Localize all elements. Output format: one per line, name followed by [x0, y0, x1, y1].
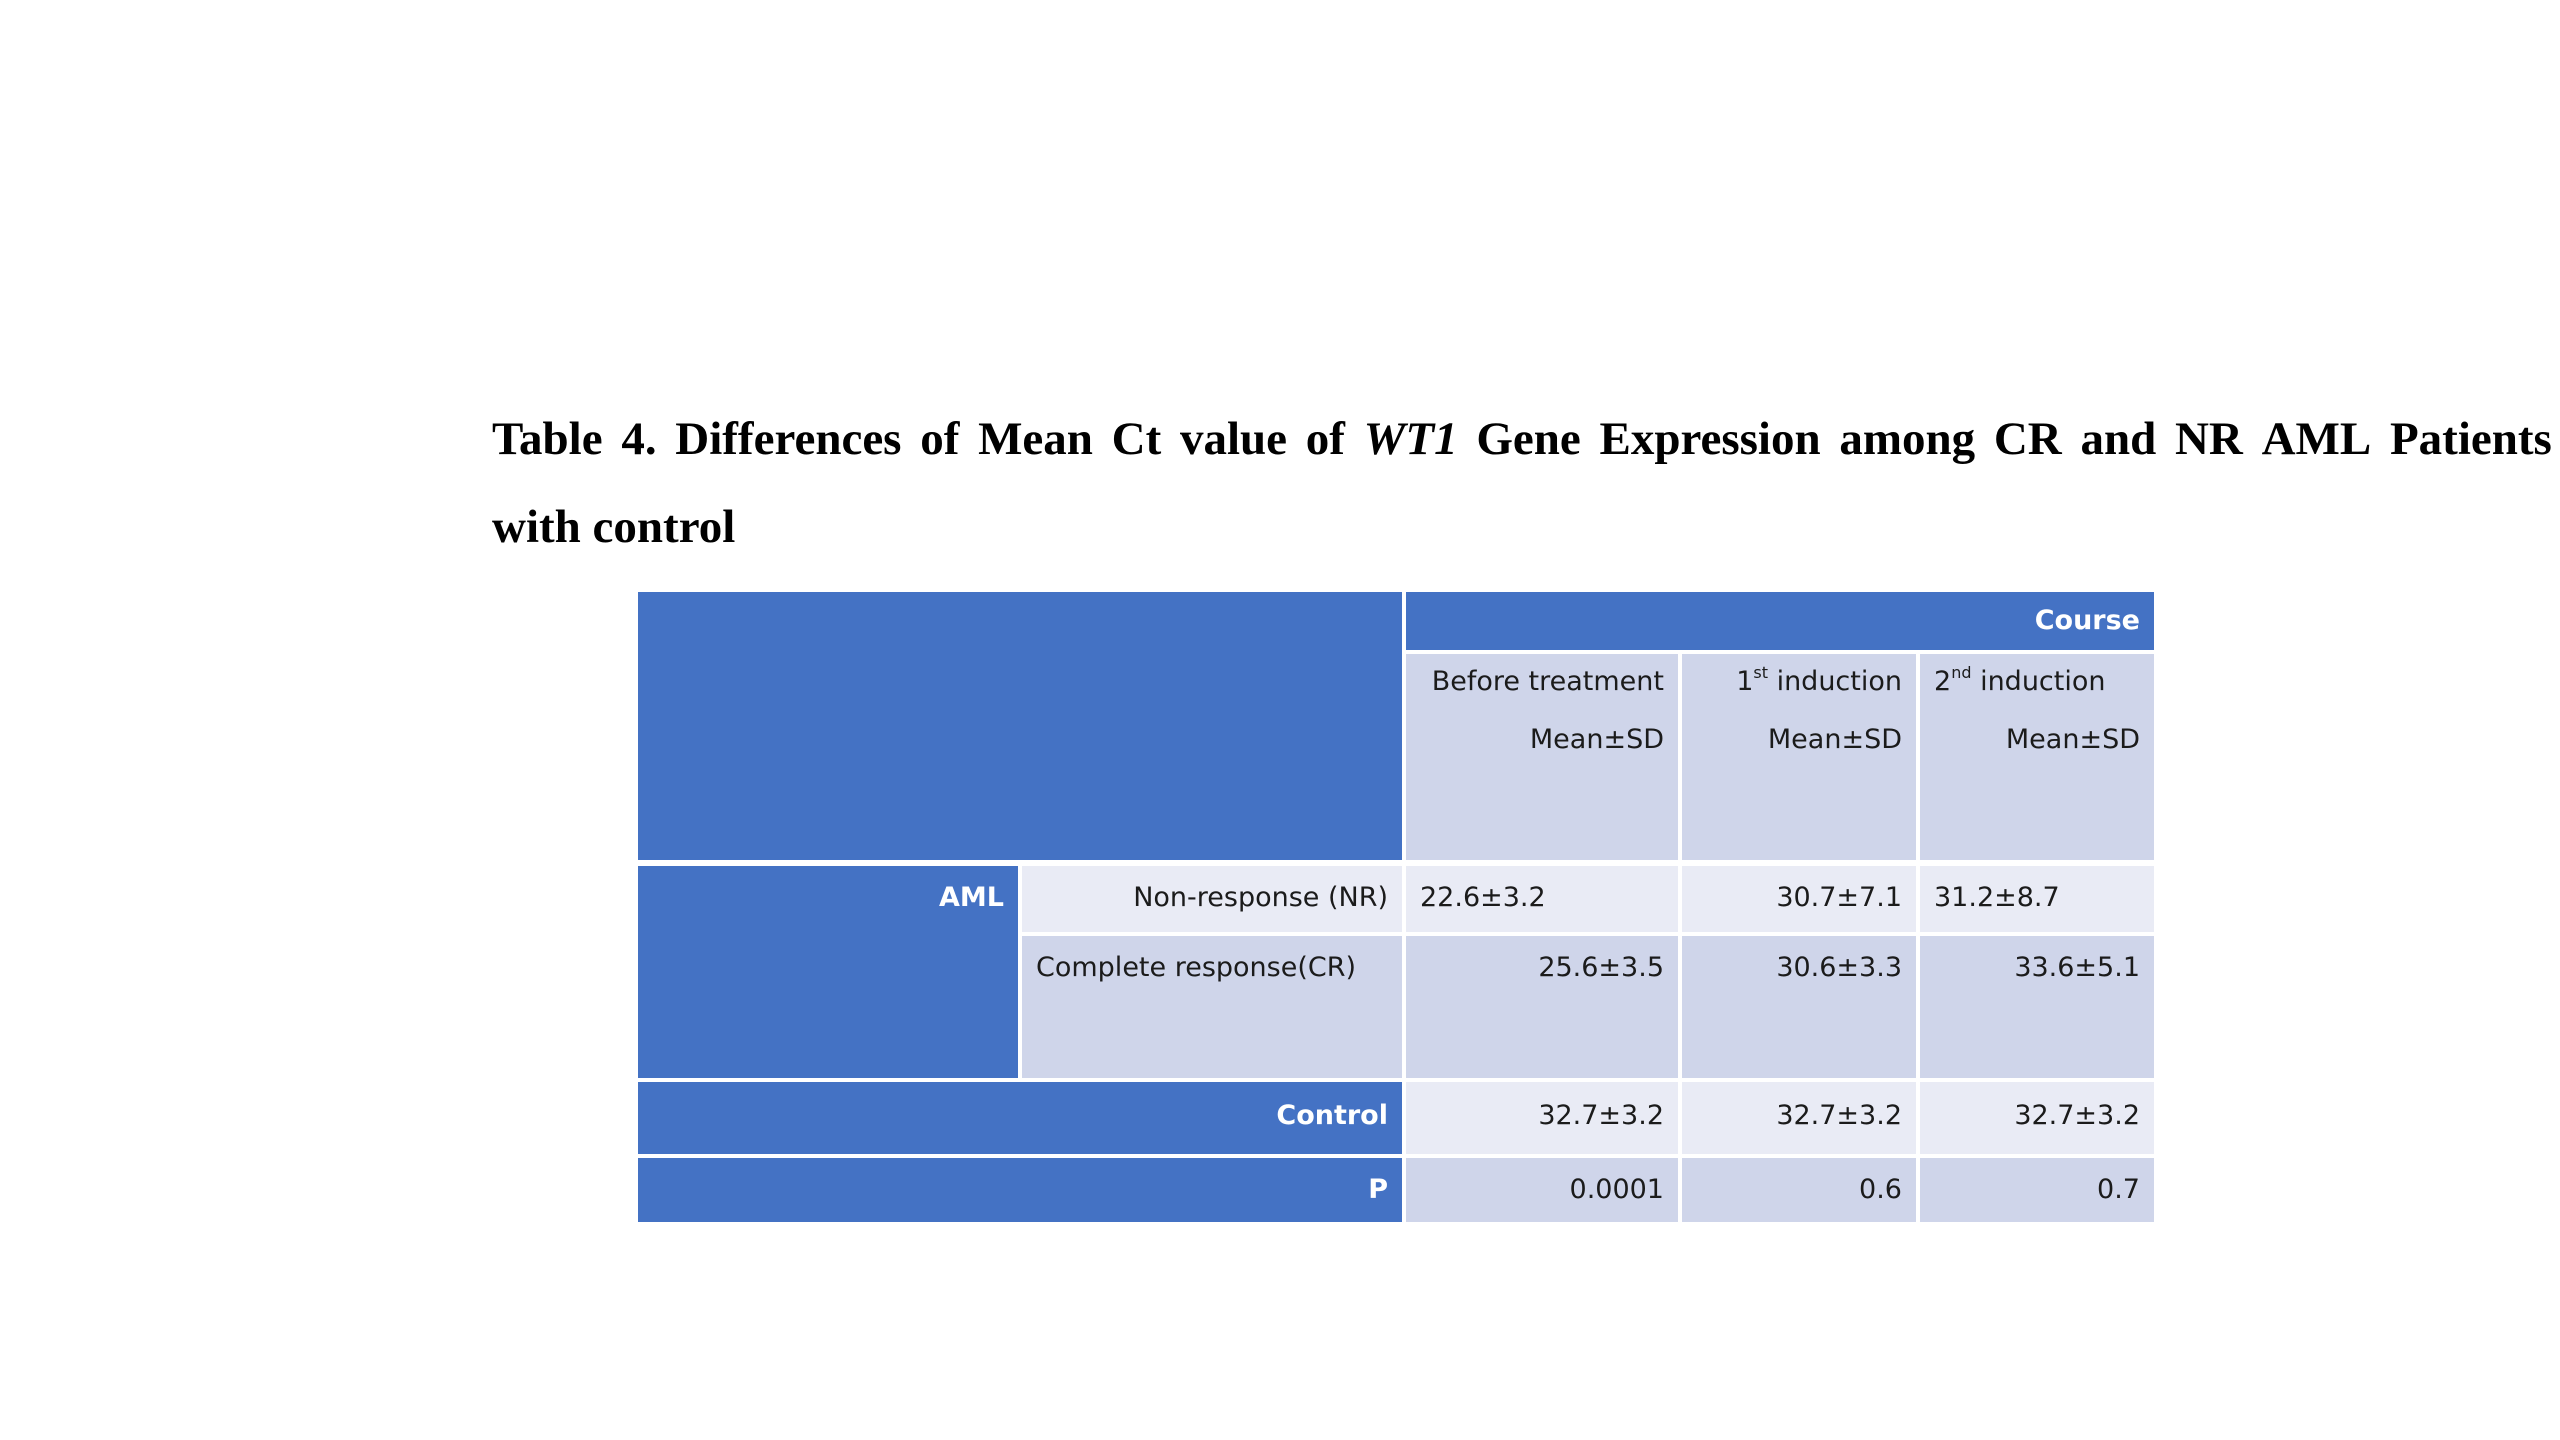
caption-word: CR	[1993, 413, 2062, 465]
caption-word: Expression	[1599, 413, 1821, 465]
column-header-stat: Mean±SD	[2005, 724, 2140, 755]
column-header-before: Before treatment Mean±SD	[1406, 654, 1678, 860]
column-header-2nd: 2nd induction Mean±SD	[1920, 654, 2154, 860]
column-header-label: Before treatment	[1431, 666, 1664, 697]
table-caption: Table 4. Differences of Mean Ct value of…	[492, 398, 2552, 568]
caption-word: Mean	[978, 413, 1093, 465]
row-label-control: Control	[638, 1082, 1402, 1154]
value-cell: 22.6±3.2	[1406, 866, 1678, 932]
course-header: Course	[1406, 592, 2154, 650]
caption-word: Gene	[1476, 413, 1581, 465]
value-cell: 32.7±3.2	[1920, 1082, 2154, 1154]
column-header-ordinal: st	[1753, 663, 1768, 682]
column-header-stat: Mean±SD	[1529, 724, 1664, 755]
column-header-number: 1	[1736, 666, 1754, 697]
value-cell: 31.2±8.7	[1920, 866, 2154, 932]
column-header-label: induction	[1971, 666, 2106, 697]
caption-gene-name: WT1	[1363, 413, 1458, 465]
data-table: Course Before treatment Mean±SD 1st indu…	[638, 592, 2154, 1222]
value-cell: 0.7	[1920, 1158, 2154, 1222]
caption-word: Table	[492, 413, 603, 465]
caption-word: 4.	[621, 413, 657, 465]
aml-group-label: AML	[638, 866, 1018, 1078]
value-cell: 33.6±5.1	[1920, 936, 2154, 1078]
caption-word: AML	[2261, 413, 2372, 465]
row-label-p: P	[638, 1158, 1402, 1222]
value-cell: 30.6±3.3	[1682, 936, 1916, 1078]
caption-word: NR	[2174, 413, 2243, 465]
caption-word: Ct	[1111, 413, 1162, 465]
row-label-nr: Non-response (NR)	[1022, 866, 1402, 932]
value-cell: 30.7±7.1	[1682, 866, 1916, 932]
row-label-cr: Complete response(CR)	[1022, 936, 1402, 1078]
caption-word: of	[1305, 413, 1345, 465]
caption-line-1: Table 4. Differences of Mean Ct value of…	[492, 398, 2552, 480]
value-cell: 0.6	[1682, 1158, 1916, 1222]
value-cell: 0.0001	[1406, 1158, 1678, 1222]
column-header-stat: Mean±SD	[1767, 724, 1902, 755]
column-header-ordinal: nd	[1951, 663, 1972, 682]
caption-word: among	[1839, 413, 1976, 465]
caption-word: Differences	[675, 413, 902, 465]
caption-word: value	[1179, 413, 1288, 465]
column-header-number: 2	[1934, 666, 1952, 697]
value-cell: 25.6±3.5	[1406, 936, 1678, 1078]
caption-word: Patients	[2389, 413, 2552, 465]
value-cell: 32.7±3.2	[1682, 1082, 1916, 1154]
caption-line-2: with control	[492, 501, 736, 553]
table-corner-cell	[638, 592, 1402, 860]
column-header-label: induction	[1767, 666, 1902, 697]
value-cell: 32.7±3.2	[1406, 1082, 1678, 1154]
column-header-1st: 1st induction Mean±SD	[1682, 654, 1916, 860]
caption-word: of	[920, 413, 960, 465]
caption-word: and	[2080, 413, 2157, 465]
